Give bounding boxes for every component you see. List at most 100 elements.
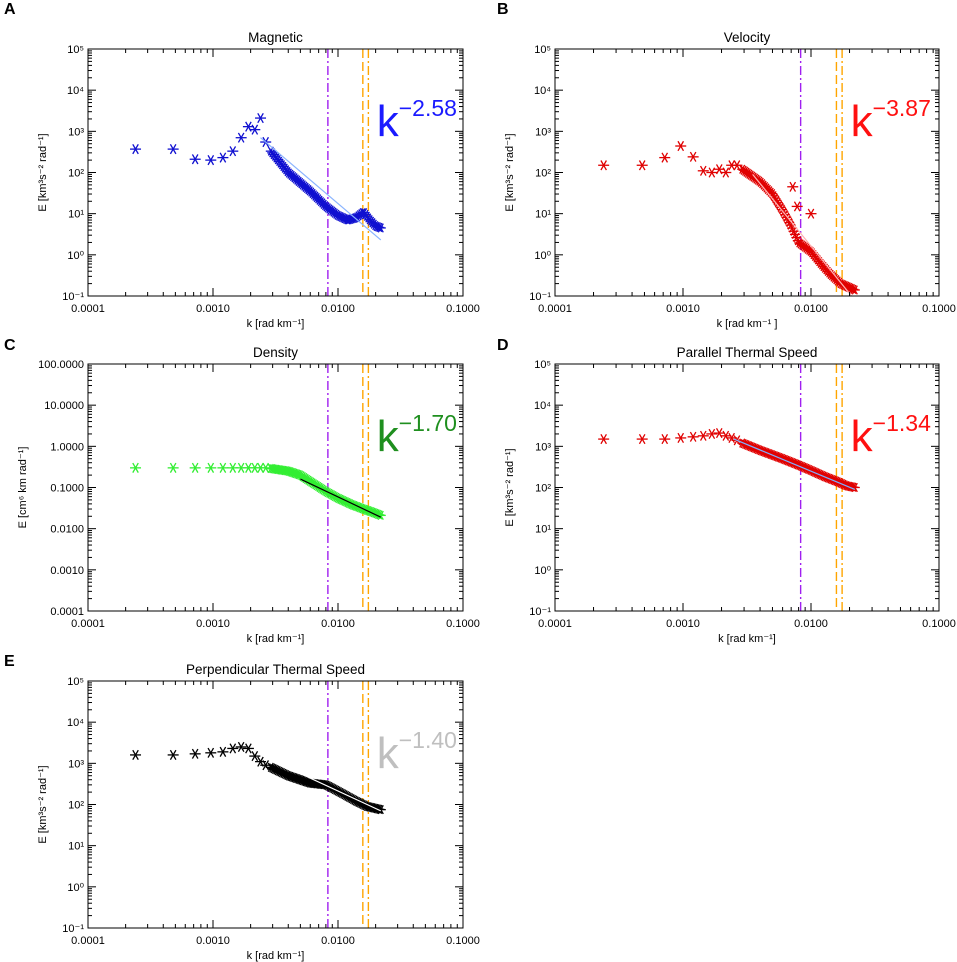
y-tick-label: 10⁵ <box>534 359 551 371</box>
data-point <box>227 146 239 157</box>
slope-label: k−1.34 <box>851 410 931 461</box>
axes-frame <box>87 48 464 297</box>
chart-panel-a: A Magnetic k−2.58 0.0001 0.0010 0.0100 0.1000 k… <box>4 1 480 330</box>
data-point <box>675 432 687 444</box>
data-point <box>189 462 201 473</box>
data-point <box>791 201 803 212</box>
y-tick-label: 10¹ <box>68 841 84 853</box>
x-tick-label: 0.0001 <box>538 303 572 315</box>
data-point <box>598 160 610 171</box>
data-point <box>659 152 671 163</box>
panel-letter-e: E <box>4 653 15 670</box>
data-point <box>659 433 671 445</box>
x-tick-label: 0.0001 <box>538 618 572 630</box>
data-point <box>687 151 699 162</box>
y-tick-label: 10⁴ <box>534 400 551 412</box>
data-point <box>130 462 142 473</box>
x-tick-label: 0.0100 <box>321 935 355 947</box>
slope-label: k−2.58 <box>377 95 457 146</box>
x-tick-label: 0.1000 <box>446 935 480 947</box>
slope-label: k−1.40 <box>377 727 457 778</box>
x-tick-label: 0.0001 <box>71 935 105 947</box>
plot-area <box>598 364 860 611</box>
y-tick-label: 10⁴ <box>67 717 84 729</box>
x-tick-label: 0.1000 <box>922 618 956 630</box>
x-tick-label: 0.0010 <box>196 303 230 315</box>
y-tick-label: 10⁴ <box>67 85 84 97</box>
data-point <box>205 155 217 166</box>
x-tick-label: 0.0010 <box>196 618 230 630</box>
x-tick-label: 0.1000 <box>446 303 480 315</box>
x-tick-label: 0.1000 <box>446 618 480 630</box>
x-tick-label: 0.0010 <box>666 618 700 630</box>
y-tick-label: 10⁻¹ <box>529 291 551 303</box>
y-tick-label: 10³ <box>535 441 551 453</box>
chart-panel-c: C Density k−1.70 0.0001 0.0010 0.0100 0.1000 k … <box>4 337 480 645</box>
data-point <box>636 433 648 445</box>
panel-letter-c: C <box>4 337 16 354</box>
y-tick-label: 10⁵ <box>534 44 551 56</box>
data-point <box>249 124 261 135</box>
y-tick-label: 10² <box>68 800 84 812</box>
x-tick-label: 0.0100 <box>321 303 355 315</box>
y-tick-label: 0.0100 <box>50 524 84 536</box>
y-tick-label: 10⁰ <box>67 250 84 262</box>
data-point <box>205 747 217 758</box>
chart-panel-d: D Parallel Thermal Speed k−1.34 0.0001 0.001… <box>497 337 956 645</box>
y-axis-label: E [km³s⁻² rad⁻¹] <box>504 133 516 211</box>
data-point <box>697 165 709 176</box>
y-tick-label: 10³ <box>535 126 551 138</box>
plot-area <box>130 364 386 611</box>
y-tick-label: 10³ <box>68 758 84 770</box>
plot-area <box>130 681 386 928</box>
x-axis-label: k [rad km⁻¹] <box>247 318 305 330</box>
data-point <box>255 112 267 124</box>
y-tick-label: 10² <box>535 168 551 180</box>
data-point <box>167 462 179 473</box>
y-tick-label: 10¹ <box>535 524 551 536</box>
slope-label: k−3.87 <box>851 95 931 146</box>
data-point <box>636 160 648 171</box>
y-tick-label: 10⁴ <box>534 85 551 97</box>
chart-title: Velocity <box>724 30 771 45</box>
data-point <box>697 430 709 441</box>
x-axis-label: k [rad km⁻¹] <box>247 633 305 645</box>
data-point <box>706 428 718 440</box>
y-tick-label: 10⁵ <box>67 676 84 688</box>
panel-letter-a: A <box>4 1 16 18</box>
y-tick-label: 10¹ <box>68 209 84 221</box>
y-tick-label: 0.1000 <box>50 483 84 495</box>
data-point <box>167 144 179 155</box>
x-axis-label: k [rad km⁻¹] <box>718 633 776 645</box>
y-tick-label: 10⁰ <box>67 882 84 894</box>
x-tick-label: 0.0100 <box>794 303 828 315</box>
data-point <box>805 208 817 219</box>
chart-title: Density <box>253 345 298 360</box>
power-law-fit-line <box>733 438 856 490</box>
x-tick-label: 0.0010 <box>666 303 700 315</box>
data-point <box>217 152 229 163</box>
data-point <box>130 749 142 761</box>
data-point <box>235 132 247 143</box>
data-point <box>706 167 718 178</box>
panel-letter-b: B <box>497 1 509 18</box>
chart-title: Magnetic <box>248 30 303 45</box>
slope-label: k−1.70 <box>377 410 457 461</box>
data-point <box>189 748 201 759</box>
data-point <box>217 746 229 757</box>
data-point <box>249 750 261 762</box>
x-tick-label: 0.1000 <box>922 303 956 315</box>
data-point <box>598 433 610 445</box>
power-law-fit-line <box>260 137 382 241</box>
y-axis-label: E [cm⁶ km rad⁻¹] <box>17 447 29 529</box>
chart-panel-b: B Velocity k−3.87 0.0001 0.0010 0.0100 0.1000 k… <box>497 1 956 330</box>
x-tick-label: 0.0001 <box>71 303 105 315</box>
x-tick-label: 0.0100 <box>794 618 828 630</box>
data-point <box>787 181 799 192</box>
data-point <box>217 462 229 473</box>
data-point <box>235 741 247 753</box>
y-tick-label: 10² <box>535 483 551 495</box>
y-tick-label: 10⁵ <box>67 44 84 56</box>
data-point <box>189 154 201 165</box>
